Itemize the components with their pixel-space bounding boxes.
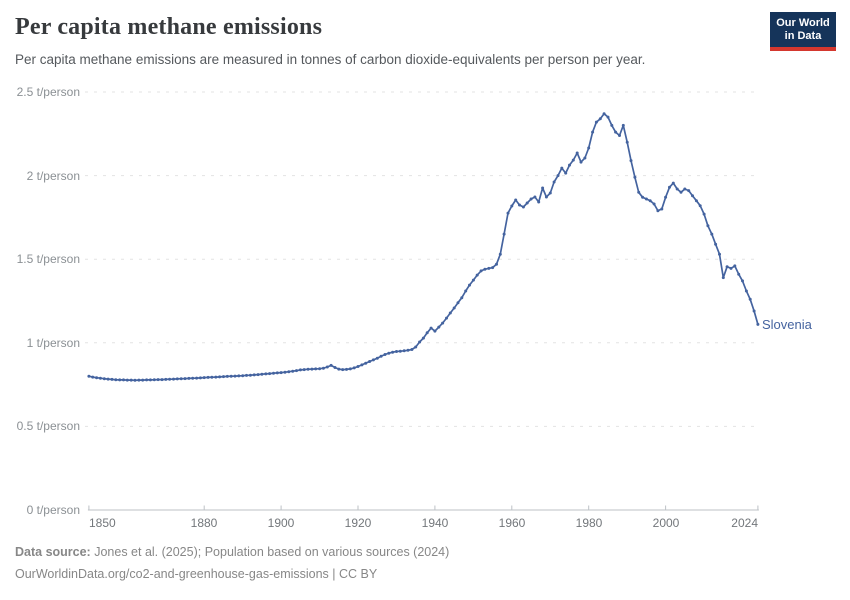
data-source-label: Data source:: [15, 545, 91, 559]
y-tick-label: 1.5 t/person: [16, 252, 80, 266]
y-tick-label: 2 t/person: [26, 169, 80, 183]
footer: Data source: Jones et al. (2025); Popula…: [15, 541, 835, 585]
page-title: Per capita methane emissions: [15, 14, 323, 40]
y-tick-label: 1 t/person: [26, 336, 80, 350]
citation-link[interactable]: OurWorldinData.org/co2-and-greenhouse-ga…: [15, 567, 378, 581]
x-tick-label: 2000: [652, 516, 680, 530]
owid-logo[interactable]: Our World in Data: [770, 12, 836, 51]
chart-area[interactable]: 0 t/person 0.5 t/person 1 t/person 1.5 t…: [0, 0, 850, 540]
x-tick-label: 1940: [421, 516, 449, 530]
y-tick-label: 2.5 t/person: [16, 85, 80, 99]
x-tick-label: 1880: [190, 516, 218, 530]
data-source-line: Data source: Jones et al. (2025); Popula…: [15, 541, 835, 563]
series-label-slovenia[interactable]: Slovenia: [762, 317, 812, 332]
x-tick-label: 2024: [731, 516, 758, 530]
x-tick-label: 1850: [89, 516, 116, 530]
x-tick-label: 1980: [575, 516, 603, 530]
chart-canvas: [85, 91, 760, 511]
x-tick-label: 1960: [498, 516, 526, 530]
x-tick-label: 1900: [267, 516, 295, 530]
data-source-text: Jones et al. (2025); Population based on…: [94, 545, 450, 559]
page-subtitle: Per capita methane emissions are measure…: [15, 52, 646, 67]
x-tick-label: 1920: [344, 516, 372, 530]
y-tick-label: 0.5 t/person: [16, 419, 80, 433]
y-tick-label: 0 t/person: [26, 503, 80, 517]
owid-logo-text-line2: in Data: [784, 29, 822, 42]
owid-logo-text-line1: Our World: [776, 17, 830, 29]
